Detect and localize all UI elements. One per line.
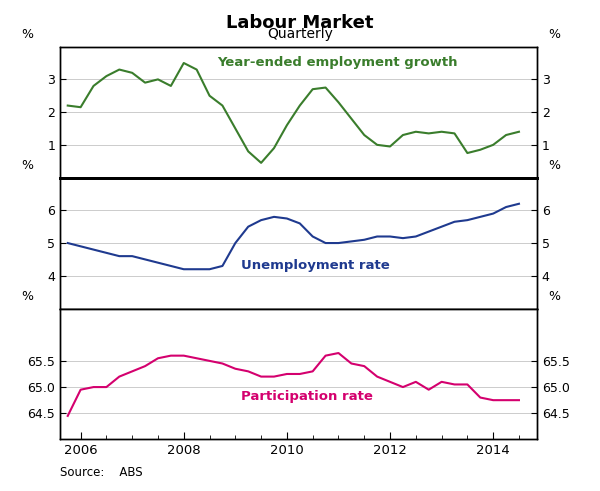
Text: Year-ended employment growth: Year-ended employment growth <box>217 56 458 69</box>
Text: Unemployment rate: Unemployment rate <box>241 259 390 272</box>
Text: Quarterly: Quarterly <box>267 27 333 41</box>
Text: Participation rate: Participation rate <box>241 390 373 403</box>
Text: %: % <box>21 28 33 41</box>
Text: Source:    ABS: Source: ABS <box>60 466 143 479</box>
Text: %: % <box>548 28 560 41</box>
Text: Labour Market: Labour Market <box>226 14 374 32</box>
Text: %: % <box>21 290 33 303</box>
Text: %: % <box>548 290 560 303</box>
Text: %: % <box>548 159 560 172</box>
Text: %: % <box>21 159 33 172</box>
